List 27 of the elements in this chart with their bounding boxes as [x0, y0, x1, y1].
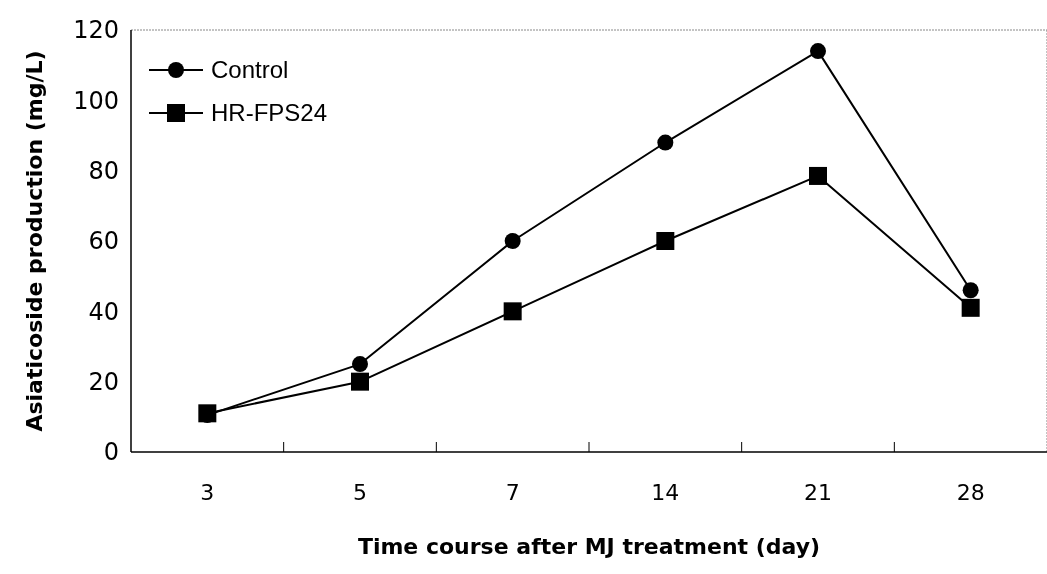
point: [657, 134, 674, 151]
point: [810, 43, 826, 60]
x-tick-label: 7: [505, 480, 520, 505]
point: [352, 356, 368, 373]
x-tick-label: 5: [353, 480, 367, 505]
point: [656, 232, 675, 250]
y-tick-label: 100: [73, 86, 119, 115]
point: [504, 233, 521, 249]
point: [503, 302, 522, 321]
y-tick-label: 40: [88, 297, 119, 326]
point: [961, 298, 980, 317]
legend-label: HR-FPS24: [211, 99, 328, 127]
legend-label: Control: [211, 56, 289, 84]
point: [351, 372, 369, 391]
x-axis-title: Time course after MJ treatment (day): [357, 534, 821, 559]
y-tick-label: 20: [88, 368, 119, 397]
x-tick-label: 14: [651, 480, 680, 505]
point: [962, 282, 979, 299]
y-tick-label: 80: [88, 157, 119, 186]
y-axis-title: Asiaticoside production (mg/L): [22, 50, 47, 432]
point: [809, 166, 827, 185]
x-tick-label: 21: [804, 480, 832, 505]
y-tick-label: 0: [103, 438, 119, 467]
x-tick-label: 28: [956, 480, 985, 505]
y-tick-label: 120: [73, 16, 119, 45]
x-tick-label: 3: [200, 480, 215, 505]
y-tick-label: 60: [88, 227, 119, 256]
